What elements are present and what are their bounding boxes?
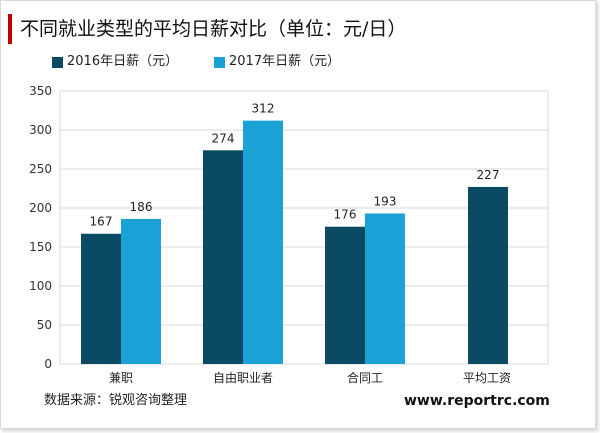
- chart-title: 不同就业类型的平均日薪对比（单位：元/日）: [20, 18, 407, 40]
- y-tick-label: 350: [29, 84, 52, 98]
- x-tick-label: 合同工: [347, 370, 383, 385]
- y-tick-label: 100: [29, 279, 52, 293]
- data-label: 274: [212, 131, 235, 145]
- bar: [365, 213, 405, 364]
- y-tick-label: 200: [29, 201, 52, 215]
- legend-swatch-2017: [214, 57, 225, 68]
- data-label: 186: [130, 200, 153, 214]
- y-tick-label: 0: [44, 357, 52, 371]
- y-tick-label: 150: [29, 240, 52, 254]
- bar: [203, 150, 243, 364]
- bar: [121, 218, 161, 364]
- bar: [243, 120, 283, 364]
- data-label: 227: [477, 168, 500, 182]
- x-tick-label: 平均工资: [463, 371, 511, 385]
- data-label: 176: [334, 208, 357, 222]
- title-accent-bar: [8, 14, 12, 44]
- y-tick-label: 300: [29, 123, 52, 137]
- data-label: 312: [252, 102, 275, 116]
- x-tick-label: 兼职: [109, 371, 133, 385]
- bar: [468, 186, 508, 364]
- bar: [81, 233, 121, 364]
- source-note: 数据来源：锐观咨询整理: [44, 393, 188, 408]
- data-label: 167: [90, 215, 113, 229]
- website-url: www.reportrc.com: [404, 393, 550, 409]
- y-tick-label: 50: [37, 318, 52, 332]
- bar: [325, 226, 365, 364]
- y-tick-label: 250: [29, 162, 52, 176]
- legend-label-2016: 2016年日薪（元）: [67, 54, 179, 69]
- data-label: 193: [374, 194, 397, 208]
- legend-swatch-2016: [52, 57, 63, 68]
- legend-label-2017: 2017年日薪（元）: [229, 54, 341, 69]
- x-tick-label: 自由职业者: [213, 371, 273, 385]
